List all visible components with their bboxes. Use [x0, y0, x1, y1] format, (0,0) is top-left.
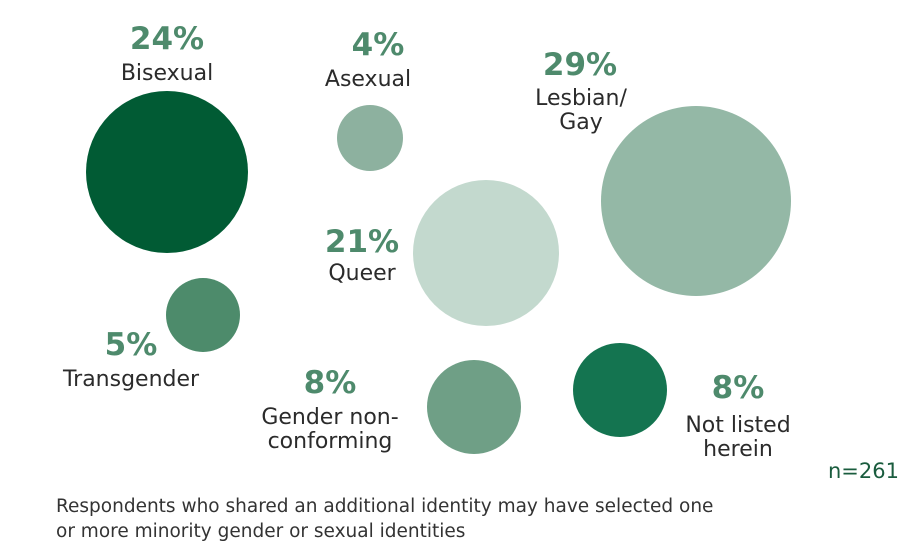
category-label-gender-non-conforming: Gender non-: [261, 405, 398, 430]
bubble-asexual: [337, 105, 403, 171]
percent-label-transgender: 5%: [105, 327, 158, 363]
percent-label-bisexual: 24%: [130, 21, 204, 57]
bubble-queer: [413, 180, 559, 326]
bubble-gender-non-conforming: [427, 360, 521, 454]
category-label-lesbian-gay: Lesbian/: [535, 86, 627, 111]
percent-label-not-listed-herein: 8%: [712, 370, 765, 406]
sample-size-label: n=261: [828, 459, 899, 483]
bubble-not-listed-herein: [573, 343, 667, 437]
category-label-not-listed-herein: herein: [703, 437, 773, 462]
category-label-gender-non-conforming: conforming: [268, 429, 393, 454]
bubble-bisexual: [86, 91, 248, 253]
category-label-not-listed-herein: Not listed: [685, 413, 790, 438]
bubble-lesbian-gay: [601, 106, 791, 296]
footnote-line: or more minority gender or sexual identi…: [56, 521, 466, 542]
category-label-lesbian-gay: Gay: [559, 110, 603, 135]
category-label-asexual: Asexual: [325, 67, 411, 92]
category-label-bisexual: Bisexual: [121, 61, 213, 86]
footnote-line: Respondents who shared an additional ide…: [56, 496, 714, 517]
category-label-transgender: Transgender: [62, 367, 200, 392]
percent-label-gender-non-conforming: 8%: [304, 365, 357, 401]
bubble-transgender: [166, 278, 240, 352]
percent-label-asexual: 4%: [352, 27, 405, 63]
category-label-queer: Queer: [328, 261, 396, 286]
footnote: Respondents who shared an additional ide…: [56, 494, 776, 544]
percent-label-queer: 21%: [325, 224, 399, 260]
percent-label-lesbian-gay: 29%: [543, 47, 617, 83]
